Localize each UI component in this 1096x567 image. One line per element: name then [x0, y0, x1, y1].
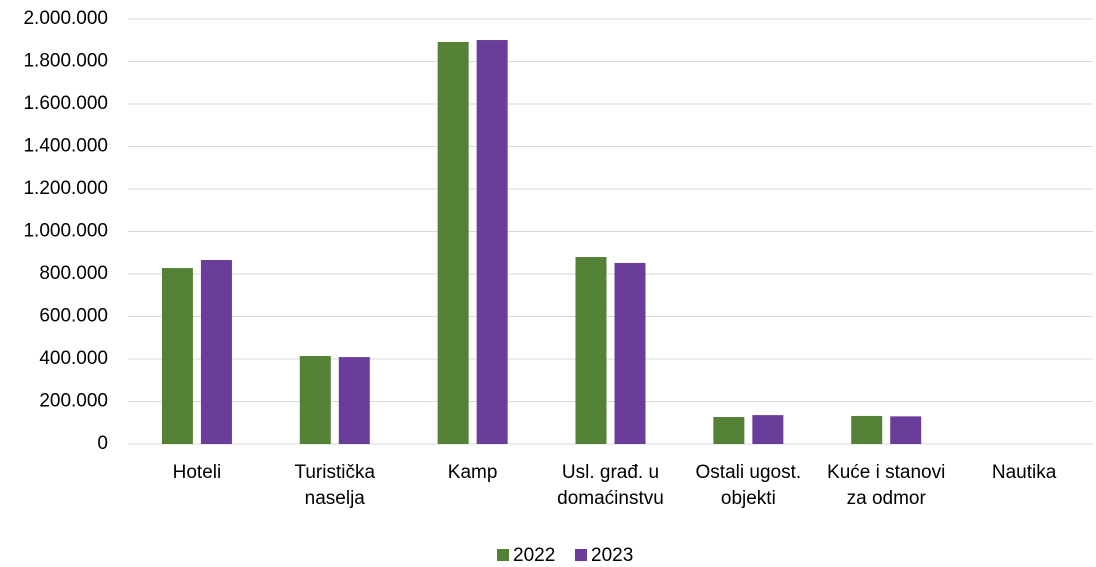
y-tick-label: 200.000 — [39, 391, 108, 412]
x-tick-label-box: Kamp — [447, 462, 498, 483]
x-tick-label: Nautika — [991, 462, 1057, 483]
legend-swatch — [575, 549, 587, 561]
y-tick-label: 1.600.000 — [23, 93, 108, 114]
bar — [752, 415, 784, 444]
bar — [851, 415, 883, 444]
y-tick-label: 2.000.000 — [23, 8, 108, 29]
x-tick-label-box: Hoteli — [172, 462, 222, 483]
x-tick-label: Usl. građ. u domaćinstvu — [557, 462, 664, 509]
y-tick-label: 1.400.000 — [23, 136, 108, 157]
bar — [476, 40, 508, 444]
bar — [200, 259, 232, 444]
legend-label: 2022 — [513, 545, 555, 566]
bar — [299, 356, 331, 444]
y-tick-label: 0 — [97, 433, 108, 454]
y-tick-label: 400.000 — [39, 348, 108, 369]
y-tick-label: 1.800.000 — [23, 51, 108, 72]
x-tick-label-box: Usl. građ. u domaćinstvu — [557, 462, 664, 509]
bar — [338, 357, 370, 444]
y-tick-label: 1.000.000 — [23, 221, 108, 242]
x-tick-label: Kuće i stanovi za odmor — [827, 462, 946, 509]
x-tick-label: Turistička naselja — [294, 462, 376, 509]
bar — [161, 268, 193, 444]
bar — [614, 262, 646, 444]
legend-label: 2023 — [591, 545, 633, 566]
y-tick-label: 600.000 — [39, 306, 108, 327]
x-tick-label-box: Kuće i stanovi za odmor — [827, 462, 946, 509]
x-tick-label-box: Ostali ugost. objekti — [695, 462, 802, 509]
bar — [890, 416, 922, 444]
x-tick-label-box: Turistička naselja — [294, 462, 376, 509]
bar — [575, 257, 607, 444]
y-tick-label: 1.200.000 — [23, 178, 108, 199]
y-tick-label: 800.000 — [39, 263, 108, 284]
legend-swatch — [497, 549, 509, 561]
bar — [437, 41, 469, 444]
x-tick-label: Kamp — [447, 462, 498, 483]
x-tick-label: Ostali ugost. objekti — [695, 462, 802, 509]
x-tick-label: Hoteli — [172, 462, 222, 483]
x-tick-label-box: Nautika — [991, 462, 1057, 483]
bar — [713, 417, 745, 444]
